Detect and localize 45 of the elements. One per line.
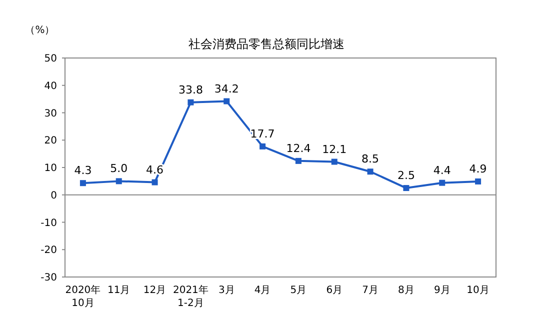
point [367,168,374,175]
text: 4.9 [469,162,487,176]
y-tick-label: 0 [50,190,57,202]
point [439,180,446,186]
x-tick-label: 10月 [466,285,490,296]
y-axis-title: （%） [25,25,55,36]
y-tick-label: -30 [40,272,57,284]
text: 4.3 [74,164,92,178]
text: 12.1 [322,142,347,156]
y-tick-label: -20 [40,245,57,256]
text: 2.5 [397,169,415,182]
point [403,185,410,192]
point [224,98,230,104]
x-tick-label: 8月 [398,285,414,296]
text: 34.2 [214,82,239,96]
x-tick-label: 4月 [254,285,271,296]
text: 8.5 [362,152,380,166]
x-tick-label: 5月 [290,285,307,296]
y-tick-label: 30 [44,108,57,120]
x-tick-label: 2021年 1-2月 [172,284,208,309]
y-tick-label: 10 [44,163,57,174]
point [260,143,266,150]
text: 4.4 [433,164,451,177]
point [188,99,194,106]
x-tick-label: 11月 [108,285,130,296]
x-tick-label: 12月 [143,285,166,296]
y-tick-label: 50 [44,54,57,64]
point [295,158,302,164]
chart-title: 社会消费品零售总额同比增速 [188,37,344,51]
y-tick-label: -10 [40,218,57,229]
x-tick-label: 9月 [434,285,450,296]
point [116,178,122,184]
point [475,178,482,184]
x-tick-label: 3月 [218,285,235,296]
x-tick-label: 2020年 10月 [65,284,101,309]
text: 12.4 [286,142,311,155]
point [152,179,158,186]
y-tick-label: 40 [44,80,57,92]
point [80,180,86,186]
y-tick-label: 20 [44,136,57,147]
text: 33.8 [178,83,203,96]
x-tick-label: 7月 [362,285,378,296]
text: 5.0 [110,162,128,176]
x-tick-label: 6月 [326,285,343,296]
point [331,158,338,165]
